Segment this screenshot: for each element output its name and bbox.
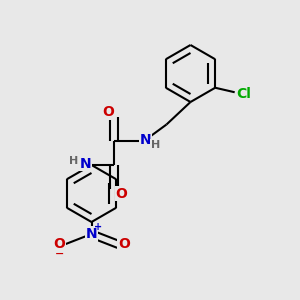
Text: H: H (151, 140, 160, 150)
Text: N: N (80, 157, 91, 170)
Text: H: H (70, 156, 79, 166)
Text: Cl: Cl (236, 87, 251, 101)
Text: N: N (86, 227, 97, 241)
Text: O: O (116, 187, 128, 200)
Text: O: O (102, 106, 114, 119)
Text: −: − (54, 248, 64, 259)
Text: N: N (140, 133, 151, 146)
Text: O: O (118, 238, 130, 251)
Text: O: O (53, 238, 65, 251)
Text: +: + (94, 222, 102, 233)
